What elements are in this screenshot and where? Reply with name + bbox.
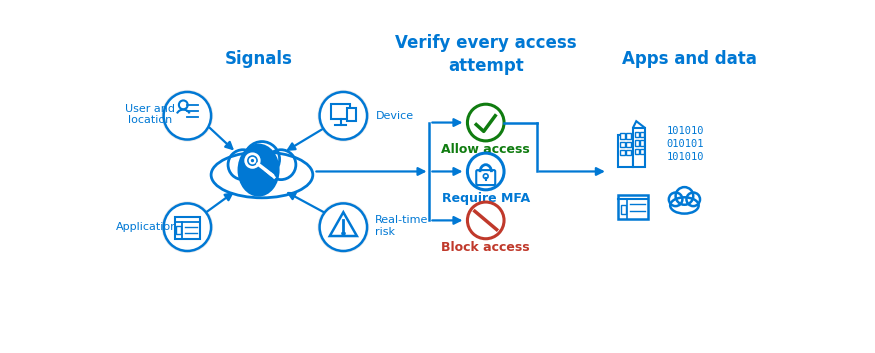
Ellipse shape bbox=[211, 152, 313, 198]
FancyBboxPatch shape bbox=[347, 108, 355, 121]
Circle shape bbox=[162, 201, 214, 253]
FancyBboxPatch shape bbox=[626, 142, 631, 147]
Circle shape bbox=[228, 150, 258, 180]
FancyBboxPatch shape bbox=[620, 205, 626, 214]
Text: Allow access: Allow access bbox=[441, 143, 530, 156]
Text: Application: Application bbox=[116, 222, 178, 232]
Text: Block access: Block access bbox=[441, 241, 530, 254]
Circle shape bbox=[483, 174, 488, 179]
Text: Device: Device bbox=[376, 111, 414, 121]
Text: Require MFA: Require MFA bbox=[442, 192, 529, 205]
Text: User and
location: User and location bbox=[125, 103, 175, 125]
Text: Apps and data: Apps and data bbox=[622, 50, 757, 68]
Circle shape bbox=[467, 104, 504, 141]
Circle shape bbox=[318, 90, 369, 142]
FancyBboxPatch shape bbox=[476, 170, 495, 185]
Circle shape bbox=[266, 150, 296, 180]
Circle shape bbox=[162, 90, 214, 142]
FancyBboxPatch shape bbox=[635, 132, 639, 137]
FancyBboxPatch shape bbox=[640, 149, 644, 155]
Circle shape bbox=[319, 203, 368, 251]
Circle shape bbox=[467, 202, 504, 239]
FancyBboxPatch shape bbox=[618, 135, 633, 167]
Text: Verify every access
attempt: Verify every access attempt bbox=[395, 34, 577, 76]
FancyBboxPatch shape bbox=[640, 132, 644, 137]
FancyBboxPatch shape bbox=[618, 195, 648, 219]
Text: Real-time
risk: Real-time risk bbox=[374, 215, 428, 237]
Circle shape bbox=[467, 153, 504, 190]
FancyBboxPatch shape bbox=[626, 133, 631, 139]
Circle shape bbox=[244, 142, 280, 177]
Ellipse shape bbox=[670, 197, 698, 214]
FancyBboxPatch shape bbox=[620, 150, 625, 155]
FancyBboxPatch shape bbox=[626, 150, 631, 155]
Circle shape bbox=[178, 101, 188, 109]
Ellipse shape bbox=[237, 144, 280, 197]
FancyBboxPatch shape bbox=[176, 226, 181, 234]
Circle shape bbox=[164, 92, 211, 139]
FancyBboxPatch shape bbox=[331, 104, 350, 119]
FancyBboxPatch shape bbox=[635, 140, 639, 146]
Circle shape bbox=[318, 201, 369, 253]
Polygon shape bbox=[330, 212, 357, 236]
Circle shape bbox=[668, 192, 682, 206]
Circle shape bbox=[687, 192, 700, 206]
Circle shape bbox=[319, 92, 368, 139]
Circle shape bbox=[676, 187, 693, 205]
FancyBboxPatch shape bbox=[640, 140, 644, 146]
FancyBboxPatch shape bbox=[620, 142, 625, 147]
FancyBboxPatch shape bbox=[635, 149, 639, 155]
Circle shape bbox=[164, 203, 211, 251]
FancyBboxPatch shape bbox=[633, 128, 645, 167]
Circle shape bbox=[249, 158, 255, 163]
FancyBboxPatch shape bbox=[175, 217, 200, 239]
FancyBboxPatch shape bbox=[620, 133, 625, 139]
Text: 101010
010101
101010: 101010 010101 101010 bbox=[667, 126, 704, 162]
Text: Signals: Signals bbox=[225, 50, 292, 68]
